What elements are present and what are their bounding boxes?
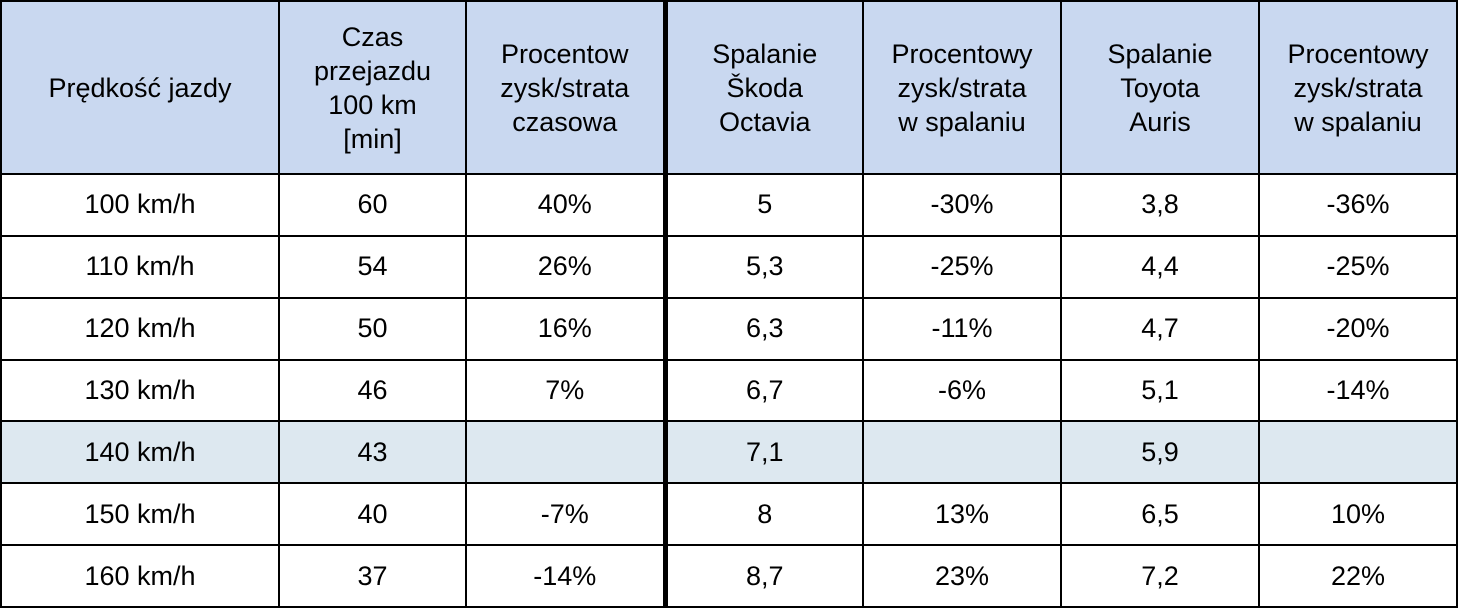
cell-time-gain-loss: [465, 420, 668, 485]
cell-toyota-consumption: 4,4: [1060, 234, 1260, 299]
cell-skoda-consumption: 5,3: [664, 234, 864, 299]
column-header-line: Procentowy: [891, 38, 1033, 69]
column-header-line: Toyota: [1120, 72, 1200, 103]
cell-toyota-fuel-gain-loss: -20%: [1258, 296, 1458, 361]
table-row: 100 km/h 60 40% 5 -30% 3,8 -36%: [0, 173, 1458, 237]
table-row: 110 km/h 54 26% 5,3 -25% 4,4 -25%: [0, 234, 1458, 299]
column-header-speed: Prędkość jazdy: [0, 0, 280, 175]
cell-skoda-consumption: 5: [664, 173, 864, 237]
column-header-line: Octavia: [718, 106, 811, 137]
cell-time-gain-loss: 7%: [465, 358, 668, 423]
cell-speed: 140 km/h: [0, 420, 280, 485]
cell-time-gain-loss: -14%: [465, 544, 668, 608]
cell-toyota-consumption: 6,5: [1060, 482, 1260, 547]
cell-time-gain-loss: 40%: [465, 173, 668, 237]
column-header-line: zysk/strata: [897, 72, 1027, 103]
table-row: 140 km/h 43 7,1 5,9: [0, 420, 1458, 485]
column-header-line: zysk/strata: [500, 72, 630, 103]
column-header-skoda-consumption: Spalanie Škoda Octavia: [664, 0, 864, 175]
column-header-line: czasowa: [512, 106, 618, 137]
cell-skoda-consumption: 6,3: [664, 296, 864, 361]
table-row: 130 km/h 46 7% 6,7 -6% 5,1 -14%: [0, 358, 1458, 423]
cell-toyota-fuel-gain-loss: [1258, 420, 1458, 485]
bottom-margin: [0, 608, 1458, 614]
cell-speed: 150 km/h: [0, 482, 280, 547]
column-header-line: w spalaniu: [898, 106, 1026, 137]
cell-toyota-fuel-gain-loss: 10%: [1258, 482, 1458, 547]
cell-time-gain-loss: 16%: [465, 296, 668, 361]
cell-time-gain-loss: -7%: [465, 482, 668, 547]
cell-toyota-consumption: 5,9: [1060, 420, 1260, 485]
cell-speed: 160 km/h: [0, 544, 280, 608]
cell-speed: 110 km/h: [0, 234, 280, 299]
cell-time-gain-loss: 26%: [465, 234, 668, 299]
column-header-line: [min]: [343, 123, 402, 154]
column-header-line: 100 km: [328, 89, 417, 120]
column-header-travel-time: Czas przejazdu 100 km [min]: [278, 0, 467, 175]
cell-skoda-fuel-gain-loss: 13%: [862, 482, 1062, 547]
cell-speed: 120 km/h: [0, 296, 280, 361]
column-header-line: Škoda: [726, 72, 804, 103]
cell-skoda-consumption: 8,7: [664, 544, 864, 608]
column-header-line: Spalanie: [1107, 38, 1213, 69]
cell-travel-time: 43: [278, 420, 467, 485]
column-header-line: Prędkość jazdy: [48, 72, 232, 103]
column-header-line: zysk/strata: [1293, 72, 1423, 103]
table-body: 100 km/h 60 40% 5 -30% 3,8 -36% 110 km/h 54 26% 5,…: [0, 173, 1458, 608]
column-header-line: Procentow: [500, 38, 629, 69]
table-row: 150 km/h 40 -7% 8 13% 6,5 10%: [0, 482, 1458, 547]
header-row: Prędkość jazdy Czas przejazdu 100 km [min] Pr…: [0, 0, 1458, 175]
cell-speed: 130 km/h: [0, 358, 280, 423]
cell-skoda-fuel-gain-loss: 23%: [862, 544, 1062, 608]
cell-travel-time: 54: [278, 234, 467, 299]
column-header-line: Spalanie: [712, 38, 818, 69]
cell-skoda-fuel-gain-loss: [862, 420, 1062, 485]
table-row: 160 km/h 37 -14% 8,7 23% 7,2 22%: [0, 544, 1458, 608]
cell-skoda-fuel-gain-loss: -25%: [862, 234, 1062, 299]
cell-travel-time: 60: [278, 173, 467, 237]
cell-toyota-fuel-gain-loss: -14%: [1258, 358, 1458, 423]
cell-toyota-consumption: 5,1: [1060, 358, 1260, 423]
cell-toyota-consumption: 7,2: [1060, 544, 1260, 608]
table-header: Prędkość jazdy Czas przejazdu 100 km [min] Pr…: [0, 0, 1458, 175]
cell-travel-time: 40: [278, 482, 467, 547]
cell-toyota-fuel-gain-loss: 22%: [1258, 544, 1458, 608]
cell-travel-time: 37: [278, 544, 467, 608]
column-header-line: Procentowy: [1287, 38, 1429, 69]
column-header-toyota-fuel-gain-loss: Procentowy zysk/strata w spalaniu: [1258, 0, 1458, 175]
column-header-skoda-fuel-gain-loss: Procentowy zysk/strata w spalaniu: [862, 0, 1062, 175]
column-header-line: Czas: [341, 21, 404, 52]
cell-skoda-fuel-gain-loss: -6%: [862, 358, 1062, 423]
cell-skoda-consumption: 6,7: [664, 358, 864, 423]
table-row: 120 km/h 50 16% 6,3 -11% 4,7 -20%: [0, 296, 1458, 361]
cell-skoda-consumption: 7,1: [664, 420, 864, 485]
cell-skoda-consumption: 8: [664, 482, 864, 547]
cell-travel-time: 50: [278, 296, 467, 361]
cell-toyota-fuel-gain-loss: -36%: [1258, 173, 1458, 237]
column-header-line: Auris: [1129, 106, 1191, 137]
column-header-time-gain-loss: Procentow zysk/strata czasowa: [465, 0, 668, 175]
column-header-line: w spalaniu: [1294, 106, 1422, 137]
cell-skoda-fuel-gain-loss: -30%: [862, 173, 1062, 237]
cell-toyota-fuel-gain-loss: -25%: [1258, 234, 1458, 299]
cell-speed: 100 km/h: [0, 173, 280, 237]
cell-toyota-consumption: 4,7: [1060, 296, 1260, 361]
cell-travel-time: 46: [278, 358, 467, 423]
cell-toyota-consumption: 3,8: [1060, 173, 1260, 237]
column-header-toyota-consumption: Spalanie Toyota Auris: [1060, 0, 1260, 175]
cell-skoda-fuel-gain-loss: -11%: [862, 296, 1062, 361]
column-header-line: przejazdu: [313, 55, 432, 86]
